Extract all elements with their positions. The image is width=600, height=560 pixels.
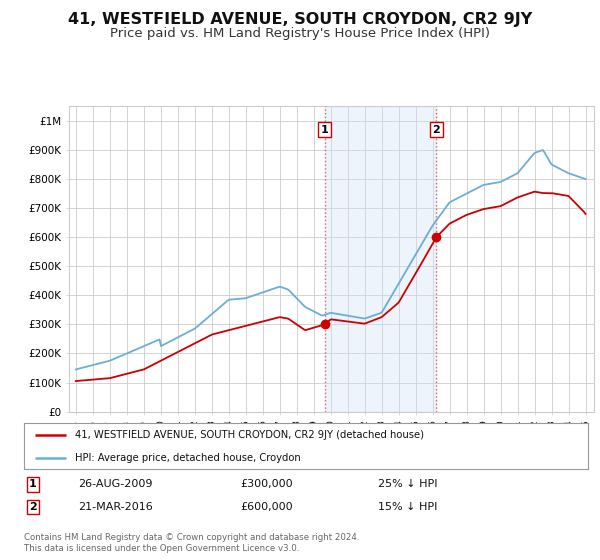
Text: 1: 1 [321,125,329,134]
Text: Contains HM Land Registry data © Crown copyright and database right 2024.
This d: Contains HM Land Registry data © Crown c… [24,533,359,553]
Text: 41, WESTFIELD AVENUE, SOUTH CROYDON, CR2 9JY: 41, WESTFIELD AVENUE, SOUTH CROYDON, CR2… [68,12,532,27]
Text: 2: 2 [433,125,440,134]
Text: £300,000: £300,000 [240,479,293,489]
Text: 26-AUG-2009: 26-AUG-2009 [78,479,152,489]
Text: £600,000: £600,000 [240,502,293,512]
Text: 1: 1 [29,479,37,489]
Text: Price paid vs. HM Land Registry's House Price Index (HPI): Price paid vs. HM Land Registry's House … [110,27,490,40]
Text: 21-MAR-2016: 21-MAR-2016 [78,502,153,512]
Text: 41, WESTFIELD AVENUE, SOUTH CROYDON, CR2 9JY (detached house): 41, WESTFIELD AVENUE, SOUTH CROYDON, CR2… [75,430,424,440]
Text: 2: 2 [29,502,37,512]
Text: 15% ↓ HPI: 15% ↓ HPI [378,502,437,512]
Text: HPI: Average price, detached house, Croydon: HPI: Average price, detached house, Croy… [75,453,301,463]
Text: 25% ↓ HPI: 25% ↓ HPI [378,479,437,489]
Bar [325,106,436,412]
